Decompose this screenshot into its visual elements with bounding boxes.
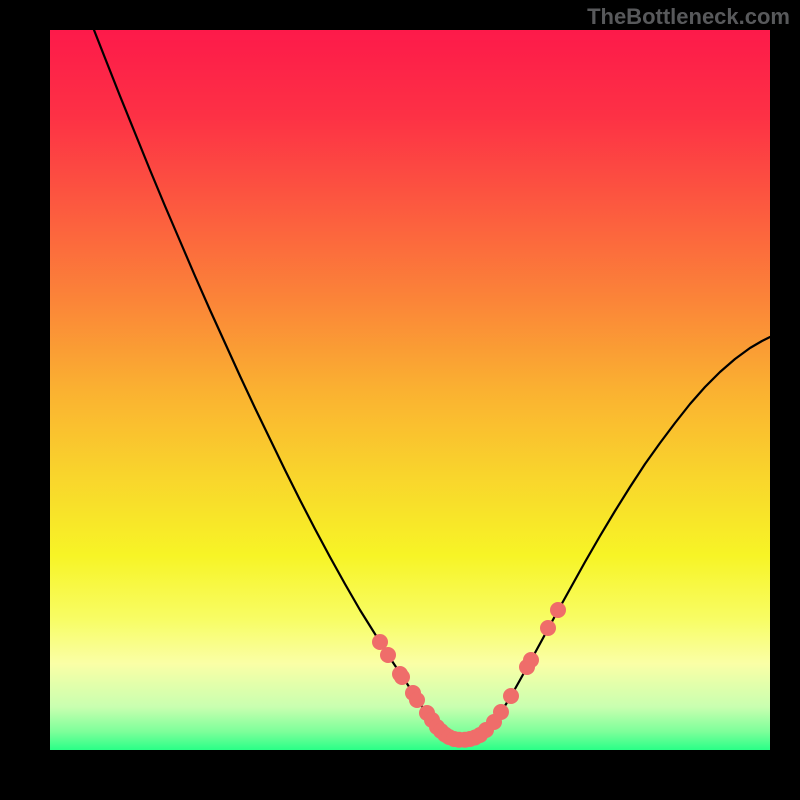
curve-marker bbox=[380, 647, 396, 663]
plot-area bbox=[50, 30, 770, 750]
plot-svg bbox=[50, 30, 770, 750]
curve-marker bbox=[503, 688, 519, 704]
gradient-background bbox=[50, 30, 770, 750]
curve-marker bbox=[394, 669, 410, 685]
curve-marker bbox=[523, 652, 539, 668]
watermark-text: TheBottleneck.com bbox=[587, 4, 790, 30]
curve-marker bbox=[540, 620, 556, 636]
curve-marker bbox=[409, 692, 425, 708]
curve-marker bbox=[493, 704, 509, 720]
curve-marker bbox=[550, 602, 566, 618]
